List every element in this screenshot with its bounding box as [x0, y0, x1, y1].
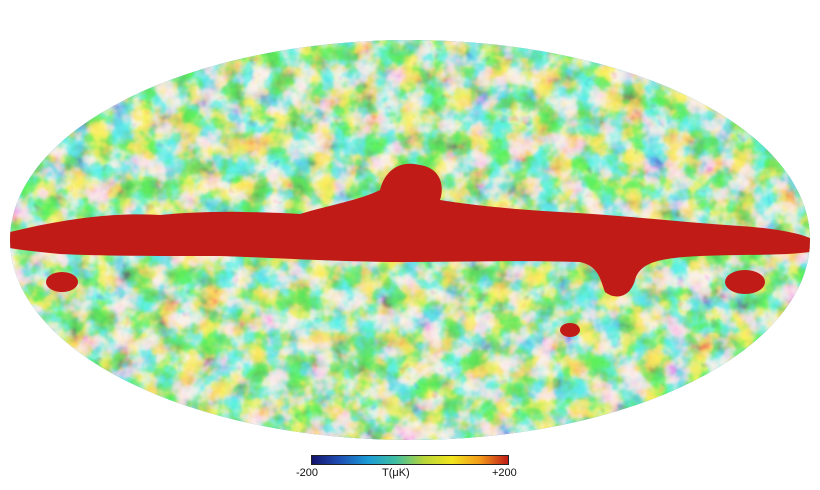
cmb-sky-map [10, 40, 810, 440]
red-patch-west [46, 272, 78, 292]
colorbar-legend: -200 T(μK) +200 [0, 450, 820, 490]
colorbar-gradient [311, 455, 509, 465]
sky-map-content [10, 40, 810, 440]
colorbar-min-label: -200 [296, 467, 319, 479]
red-patch-east [725, 270, 765, 294]
colorbar-max-label: +200 [492, 467, 517, 479]
colorbar-unit-label: T(μK) [382, 467, 410, 479]
red-patch-south [560, 323, 580, 337]
galactic-plane-band [10, 163, 810, 297]
